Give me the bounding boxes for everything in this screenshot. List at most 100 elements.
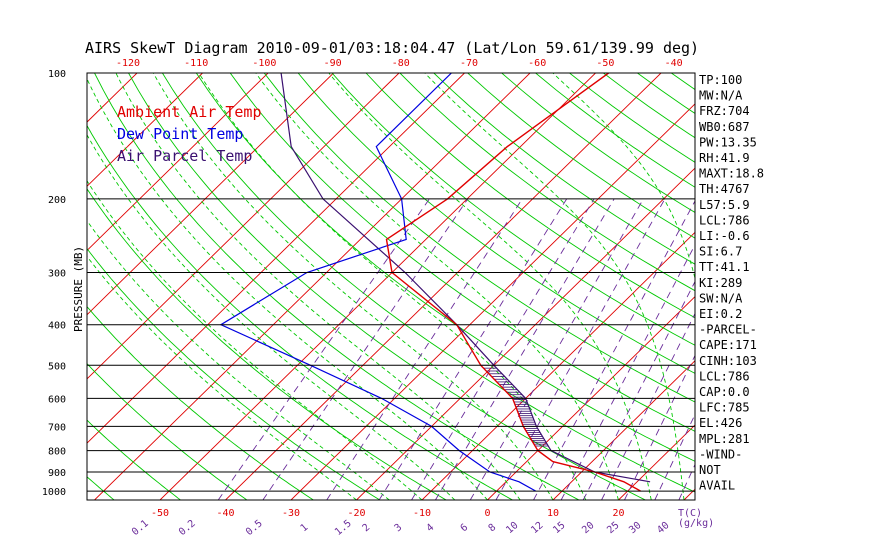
dry-adiabat-line: [94, 73, 580, 500]
mixing-ratio-label: 30: [627, 520, 643, 536]
dry-adiabat-line: [399, 73, 695, 292]
bottom-temperature-tick-label: -20: [347, 508, 365, 519]
index-value: MAXT:18.8: [699, 167, 764, 181]
top-temperature-tick-label: -80: [392, 58, 410, 69]
dry-adiabat-line: [501, 73, 695, 213]
pressure-tick-label: 600: [48, 394, 66, 405]
dry-adiabat-line: [229, 73, 695, 432]
index-value: TP:100: [699, 73, 742, 87]
index-value: EI:0.2: [699, 307, 742, 321]
index-value: -PARCEL-: [699, 323, 757, 337]
isotherm-line: [815, 73, 870, 500]
moist-adiabat-line: [424, 73, 685, 500]
moist-adiabat-line: [87, 255, 357, 500]
top-temperature-tick-label: -90: [324, 58, 342, 69]
index-value: TH:4767: [699, 182, 750, 196]
isotherm-line: [487, 295, 695, 500]
plot-frame: [86, 72, 696, 501]
index-value: WB0:687: [699, 120, 750, 134]
dry-adiabat-line: [263, 73, 695, 403]
top-temperature-tick-label: -60: [528, 58, 546, 69]
pressure-tick-label: 500: [48, 361, 66, 372]
sounding-line: [385, 73, 641, 492]
isotherm-line: [0, 73, 6, 500]
pressure-tick-label: 100: [48, 69, 66, 80]
mixing-ratio-label: 3: [393, 522, 405, 534]
isotherm-line: [356, 167, 695, 500]
dry-adiabat-line: [87, 305, 314, 500]
isotherm-line: [750, 73, 870, 500]
dry-adiabat-line: [365, 73, 695, 319]
index-value: RH:41.9: [699, 151, 750, 165]
bottom-temperature-tick-label: -10: [413, 508, 431, 519]
mixing-ratio-label: 1.5: [333, 518, 354, 538]
bottom-temperature-tick-label: 0: [484, 508, 490, 519]
moist-adiabat-line: [87, 134, 456, 500]
bottom-temperature-tick-label: -30: [282, 508, 300, 519]
index-value: LFC:785: [699, 401, 750, 415]
dry-adiabat-line: [195, 73, 695, 462]
isotherm-line: [290, 103, 695, 500]
top-temperature-tick-label: -50: [596, 58, 614, 69]
mixing-ratio-line: [495, 198, 666, 500]
dry-adiabat-line: [87, 247, 381, 500]
index-value: MPL:281: [699, 432, 750, 446]
temperature-unit-label: T(C): [678, 508, 702, 519]
bottom-temperature-tick-label: 20: [612, 508, 624, 519]
moist-adiabat-line: [198, 73, 587, 500]
index-value: L57:5.9: [699, 198, 750, 212]
index-value: MW:N/A: [699, 89, 743, 103]
dry-adiabat-line: [87, 476, 115, 500]
legend-entry: Dew Point Temp: [117, 125, 243, 143]
moist-adiabat-line: [328, 73, 652, 500]
dry-adiabat-line: [739, 73, 870, 500]
dry-adiabat-line: [331, 73, 695, 346]
index-value: CAPE:171: [699, 338, 757, 352]
index-value: TT:41.1: [699, 260, 750, 274]
mixing-ratio-label: 6: [459, 522, 471, 534]
dry-adiabat-line: [773, 73, 870, 500]
mixing-ratio-label: 0.5: [244, 518, 265, 538]
moist-adiabat-line: [115, 73, 521, 500]
index-value: SW:N/A: [699, 291, 743, 305]
index-value: LCL:786: [699, 369, 750, 383]
mixing-ratio-line: [262, 198, 469, 500]
mixing-ratio-line: [435, 198, 615, 500]
mixing-ratio-line: [469, 198, 644, 500]
mixing-ratio-line: [601, 312, 695, 500]
chart-title: AIRS SkewT Diagram 2010-09-01/03:18:04.4…: [85, 39, 699, 57]
dry-adiabat-line: [841, 73, 870, 500]
moist-adiabat-line: [255, 73, 619, 500]
index-value: LCL:786: [699, 213, 750, 227]
pressure-tick-label: 900: [48, 468, 66, 479]
mixing-ratio-label: 1: [299, 522, 311, 534]
pressure-tick-label: 400: [48, 321, 66, 332]
pressure-tick-label: 200: [48, 195, 66, 206]
dry-adiabat-line: [297, 73, 695, 374]
moist-adiabat-line: [87, 179, 423, 500]
dry-adiabat-line: [467, 73, 695, 239]
pressure-tick-label: 300: [48, 269, 66, 280]
mixing-ratio-label: 15: [551, 520, 567, 536]
isotherm-line: [87, 73, 203, 187]
legend-entry: Air Parcel Temp: [117, 147, 252, 165]
mixing-ratio-label: 10: [504, 520, 520, 536]
index-value: CINH:103: [699, 354, 757, 368]
mixing-ratio-line: [582, 280, 695, 500]
dry-adiabat-line: [433, 73, 695, 265]
mixing-ratio-label: 8: [487, 522, 499, 534]
mixing-ratio-unit-label: (g/kg): [678, 518, 714, 529]
dry-adiabat-line: [807, 73, 870, 500]
mixing-ratio-line: [217, 198, 430, 500]
pressure-tick-label: 700: [48, 422, 66, 433]
bottom-temperature-tick-label: -40: [216, 508, 234, 519]
index-value: EL:426: [699, 416, 742, 430]
mixing-ratio-line: [411, 198, 595, 500]
index-value: FRZ:704: [699, 104, 750, 118]
legend-entry: Ambient Air Temp: [117, 103, 262, 121]
dry-adiabat-line: [162, 73, 695, 493]
isotherm-line: [87, 73, 269, 252]
mixing-ratio-label: 0.1: [130, 518, 151, 538]
